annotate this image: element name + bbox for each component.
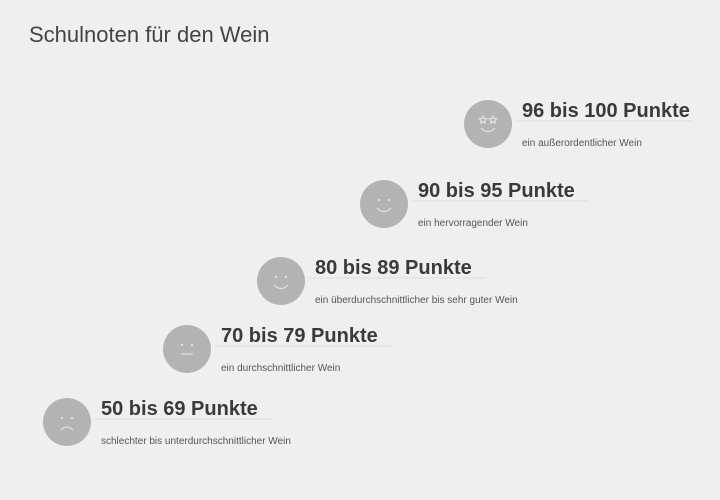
eye	[274, 275, 278, 279]
level: 90 bis 95 Punkte ein hervorragender Wein	[360, 180, 589, 229]
eye	[180, 343, 184, 347]
eye	[60, 416, 64, 420]
face-circle	[257, 257, 305, 305]
mouth	[480, 127, 496, 133]
face-circle	[43, 398, 91, 446]
level: 80 bis 89 Punkte ein überdurchschnittlich…	[257, 257, 518, 306]
level-description: schlechter bis unterdurchschnittlicher W…	[101, 436, 291, 447]
mouth	[376, 207, 392, 213]
level: 70 bis 79 Punkte ein durchschnittlicher W…	[163, 325, 392, 374]
face-circle	[360, 180, 408, 228]
level-description: ein überdurchschnittlicher bis sehr gute…	[315, 295, 518, 306]
level-heading: 90 bis 95 Punkte	[418, 180, 575, 202]
mouth	[60, 426, 74, 431]
face-circle	[464, 100, 512, 148]
mouth	[273, 284, 289, 290]
level-description: ein durchschnittlicher Wein	[221, 363, 340, 374]
level-description: ein außerordentlicher Wein	[522, 138, 642, 149]
eye	[387, 198, 391, 202]
level-description: ein hervorragender Wein	[418, 218, 528, 229]
eye	[377, 198, 381, 202]
eye	[190, 343, 194, 347]
level-heading: 80 bis 89 Punkte	[315, 257, 472, 279]
face-circle	[163, 325, 211, 373]
eye	[70, 416, 74, 420]
eye	[477, 114, 489, 125]
level-heading: 70 bis 79 Punkte	[221, 325, 378, 347]
level: 50 bis 69 Punkte schlechter bis unterdurc…	[43, 398, 291, 447]
level-heading: 50 bis 69 Punkte	[101, 398, 258, 420]
eye	[487, 114, 499, 125]
eye	[284, 275, 288, 279]
title: Schulnoten für den Wein	[29, 22, 270, 47]
level-heading: 96 bis 100 Punkte	[522, 100, 690, 122]
level: 96 bis 100 Punkte ein außerordentlicher W…	[464, 100, 693, 149]
